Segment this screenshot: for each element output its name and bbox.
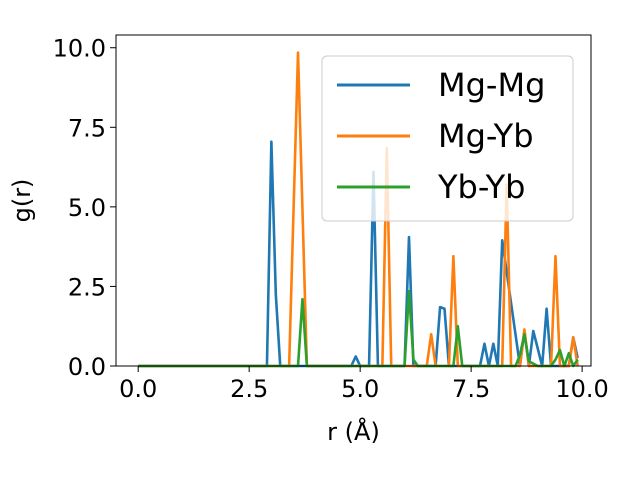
legend-label-mg-yb: Mg-Yb	[438, 117, 534, 155]
legend-label-yb-yb: Yb-Yb	[437, 168, 525, 206]
y-tick-label: 2.5	[68, 273, 106, 301]
y-tick-label: 7.5	[68, 114, 106, 142]
legend: Mg-Mg Mg-Yb Yb-Yb	[321, 55, 574, 222]
x-tick-label: 5.0	[341, 375, 379, 403]
x-tick-label: 0.0	[119, 375, 157, 403]
y-tick-label: 5.0	[68, 194, 106, 222]
y-axis-label: g(r)	[8, 179, 36, 223]
y-tick-label: 0.0	[68, 353, 106, 381]
legend-label-mg-mg: Mg-Mg	[438, 66, 545, 104]
x-axis-label: r (Å)	[327, 417, 380, 446]
x-tick-label: 7.5	[452, 375, 490, 403]
legend-box	[321, 55, 574, 222]
plot-area-frame	[115, 34, 592, 367]
y-tick-label: 10.0	[53, 35, 106, 63]
x-tick-label: 10.0	[555, 375, 608, 403]
x-axis: 0.0 2.5 5.0 7.5 10.0	[119, 366, 609, 403]
y-axis: 0.0 2.5 5.0 7.5 10.0	[53, 35, 116, 381]
x-tick-label: 2.5	[230, 375, 268, 403]
series-line-mg-mg	[138, 140, 579, 368]
